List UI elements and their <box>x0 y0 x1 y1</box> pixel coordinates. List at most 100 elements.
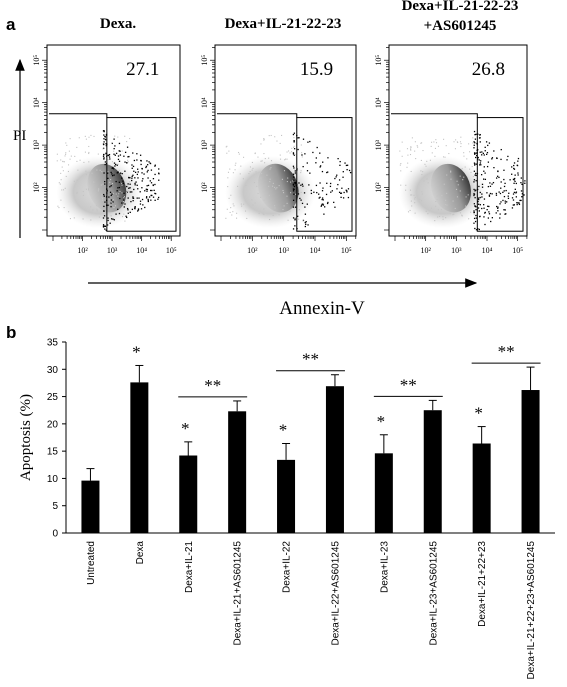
event-dot <box>474 227 476 230</box>
event-dot <box>137 208 140 210</box>
event-dot-faint <box>282 209 284 211</box>
event-dot <box>521 183 523 186</box>
event-dot <box>514 177 516 180</box>
event-dot <box>346 164 349 166</box>
event-dot-faint <box>101 198 104 200</box>
event-dot-faint <box>462 179 464 181</box>
event-dot <box>112 218 114 220</box>
bar <box>130 382 149 533</box>
event-dot <box>475 172 477 175</box>
event-dot <box>348 169 351 172</box>
event-dot <box>306 170 309 172</box>
event-dot-faint <box>442 216 444 218</box>
event-dot-faint <box>472 142 474 144</box>
event-dot <box>306 203 308 205</box>
category-label: Dexa+IL-22+AS601245 <box>330 541 341 646</box>
event-dot-faint <box>234 169 236 171</box>
event-dot <box>480 174 483 176</box>
event-dot-faint <box>463 176 465 178</box>
event-dot <box>473 162 476 164</box>
event-dot <box>503 190 505 192</box>
event-dot <box>326 202 329 205</box>
event-dot <box>488 213 491 215</box>
event-dot-faint <box>260 143 262 145</box>
event-dot <box>486 151 489 154</box>
event-dot <box>483 170 485 172</box>
event-dot <box>513 179 515 181</box>
event-dot <box>520 190 523 192</box>
event-dot <box>481 186 484 188</box>
event-dot <box>102 155 105 157</box>
event-dot <box>493 150 495 152</box>
event-dot-faint <box>449 213 451 215</box>
event-dot <box>347 196 350 199</box>
event-dot-faint <box>73 180 75 182</box>
event-dot-faint <box>407 154 409 156</box>
event-dot-faint <box>287 150 290 152</box>
event-dot <box>129 191 131 193</box>
event-dot-faint <box>414 198 416 200</box>
event-dot <box>114 145 116 147</box>
event-dot <box>294 206 297 208</box>
event-dot <box>154 199 156 201</box>
event-dot <box>141 187 143 189</box>
event-dot-faint <box>445 199 447 201</box>
event-dot-faint <box>93 135 95 137</box>
event-dot <box>512 193 515 195</box>
y-tick-label: 10⁴ <box>32 97 41 108</box>
event-dot <box>473 141 475 143</box>
event-dot-faint <box>225 217 227 219</box>
event-dot <box>474 164 476 166</box>
event-dot <box>302 138 305 140</box>
event-dot-faint <box>263 138 265 140</box>
event-dot <box>475 156 477 159</box>
event-dot <box>312 151 314 154</box>
event-dot <box>483 166 485 168</box>
event-dot <box>331 190 333 192</box>
event-dot <box>502 199 504 202</box>
event-dot-faint <box>414 212 416 214</box>
event-dot-faint <box>87 188 90 190</box>
event-dot <box>487 205 489 207</box>
event-dot <box>500 187 502 189</box>
event-dot-faint <box>107 170 109 173</box>
event-dot-faint <box>128 175 130 177</box>
event-dot <box>475 174 477 177</box>
event-dot <box>117 158 120 161</box>
event-dot <box>117 155 120 157</box>
event-dot <box>301 202 304 205</box>
event-dot <box>128 176 130 179</box>
event-dot <box>521 193 524 195</box>
event-dot-faint <box>442 156 445 158</box>
event-dot <box>116 190 118 192</box>
event-dot-faint <box>76 179 78 181</box>
event-dot <box>511 197 514 199</box>
event-dot <box>524 182 526 184</box>
event-dot-faint <box>118 211 121 214</box>
event-dot <box>477 207 480 209</box>
event-dot <box>511 173 513 175</box>
event-dot <box>524 180 526 182</box>
event-dot-faint <box>434 155 436 157</box>
event-dot <box>127 209 129 211</box>
event-dot <box>102 224 105 226</box>
event-dot <box>102 226 105 228</box>
event-dot <box>506 159 508 161</box>
event-dot-faint <box>237 151 240 154</box>
event-dot <box>474 205 476 208</box>
event-dot <box>129 211 131 213</box>
event-dot <box>473 203 476 205</box>
event-dot <box>138 197 140 199</box>
event-dot-faint <box>286 181 288 183</box>
event-dot-faint <box>410 149 412 151</box>
event-dot <box>319 182 321 184</box>
event-dot <box>294 172 297 174</box>
event-dot <box>126 207 129 210</box>
event-dot <box>122 182 124 184</box>
event-dot <box>473 170 476 172</box>
event-dot-faint <box>241 205 243 207</box>
event-dot-faint <box>85 188 88 190</box>
event-dot-faint <box>420 142 422 144</box>
event-dot <box>304 206 306 208</box>
event-dot <box>475 152 477 154</box>
